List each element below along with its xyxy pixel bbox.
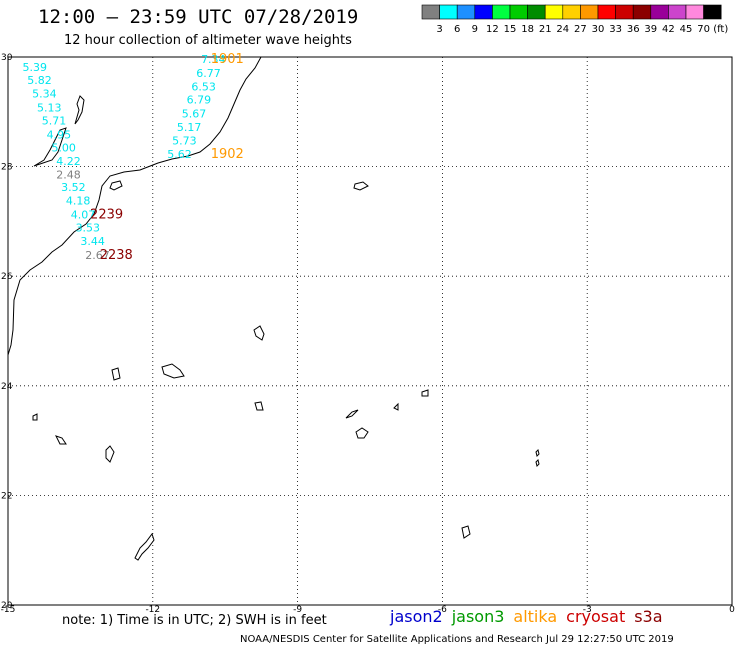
swh-label: 5.34: [32, 88, 57, 101]
legend-entry: s3a: [634, 607, 663, 626]
map-frame: [7, 56, 733, 606]
land-outline: [535, 459, 540, 467]
swh-label: 5.00: [51, 141, 76, 154]
land-outline: [161, 363, 185, 379]
time-label: 2238: [100, 248, 133, 263]
legend-entry: cryosat: [566, 607, 626, 626]
swh-label: 6.77: [196, 67, 221, 80]
lat-tick-label: 20: [1, 601, 13, 611]
legend-entry: jason3: [451, 607, 505, 626]
land-outline: [105, 445, 115, 463]
land-outline: [32, 413, 38, 421]
swh-label: 5.17: [177, 121, 202, 134]
page-title: 12:00 – 23:59 UTC 07/28/2019: [38, 6, 359, 28]
lon-tick-label: -3: [583, 605, 592, 615]
axis-labels: -15 -12 -9 -6 -3 0 30 28 26 24 22 20: [1, 53, 735, 615]
satellite-legend: jason2 jason3 altika cryosat s3a: [390, 607, 672, 626]
lon-tick-label: -9: [293, 605, 302, 615]
swh-label: 2.48: [56, 168, 80, 181]
lat-tick-label: 28: [1, 163, 13, 173]
lon-tick-label: -15: [1, 605, 16, 615]
legend-entry: jason2: [390, 607, 443, 626]
lat-tick-label: 30: [1, 53, 13, 63]
time-label: 2239: [90, 207, 123, 222]
swh-label: 5.39: [22, 61, 47, 74]
swh-label: 3.53: [76, 221, 101, 234]
lon-tick-label: 0: [729, 605, 735, 615]
swh-label: 7.34: [201, 53, 226, 66]
land-outline: [134, 532, 155, 561]
land-outline: [393, 402, 399, 411]
swh-label: 5.73: [172, 134, 197, 147]
swh-label: 5.82: [27, 74, 52, 87]
land-outline: [355, 427, 369, 439]
credit-line: NOAA/NESDIS Center for Satellite Applica…: [240, 634, 674, 645]
swh-label: 5.13: [37, 101, 62, 114]
land-outline: [111, 367, 121, 381]
swh-label: 4.95: [47, 128, 72, 141]
swh-label: 4.18: [66, 195, 91, 208]
legend-entry: altika: [513, 607, 558, 626]
swh-label: 5.67: [182, 107, 207, 120]
time-label: 1902: [211, 147, 244, 162]
lat-tick-label: 22: [1, 491, 12, 501]
lon-tick-label: -6: [438, 605, 447, 615]
land-outline: [254, 401, 264, 411]
land-outline: [353, 181, 369, 191]
page-subtitle: 12 hour collection of altimeter wave hei…: [64, 33, 352, 48]
swh-label: 6.53: [191, 81, 216, 94]
land-outline: [253, 325, 265, 341]
land-outline: [461, 525, 471, 539]
land-outline: [55, 435, 67, 445]
land-outline: [74, 95, 85, 125]
land-outline: [345, 409, 359, 419]
footer-note: note: 1) Time is in UTC; 2) SWH is in fe…: [62, 613, 327, 628]
land-outline: [7, 56, 262, 356]
swh-label: 6.79: [187, 94, 212, 107]
swh-label: 3.52: [61, 181, 86, 194]
track-labels: 5.395.825.345.135.714.955.004.22 3.524.18…: [22, 52, 243, 263]
swh-label: 4.07: [71, 208, 96, 221]
lat-tick-label: 26: [1, 272, 13, 282]
swh-label: 5.71: [42, 115, 67, 128]
grid-lines: [8, 57, 732, 605]
swh-label: 2.67: [85, 249, 110, 262]
land-outline: [109, 180, 123, 191]
land-outline: [421, 389, 429, 397]
swh-label: 3.44: [80, 235, 105, 248]
land-outline: [535, 449, 540, 457]
lat-tick-label: 24: [1, 382, 13, 392]
swh-label: 4.22: [56, 155, 80, 168]
time-label: 1901: [211, 52, 244, 67]
land-outline: [33, 127, 67, 167]
coastline: [7, 56, 540, 561]
swh-label: 5.62: [167, 148, 192, 161]
lon-tick-label: -12: [145, 605, 160, 615]
